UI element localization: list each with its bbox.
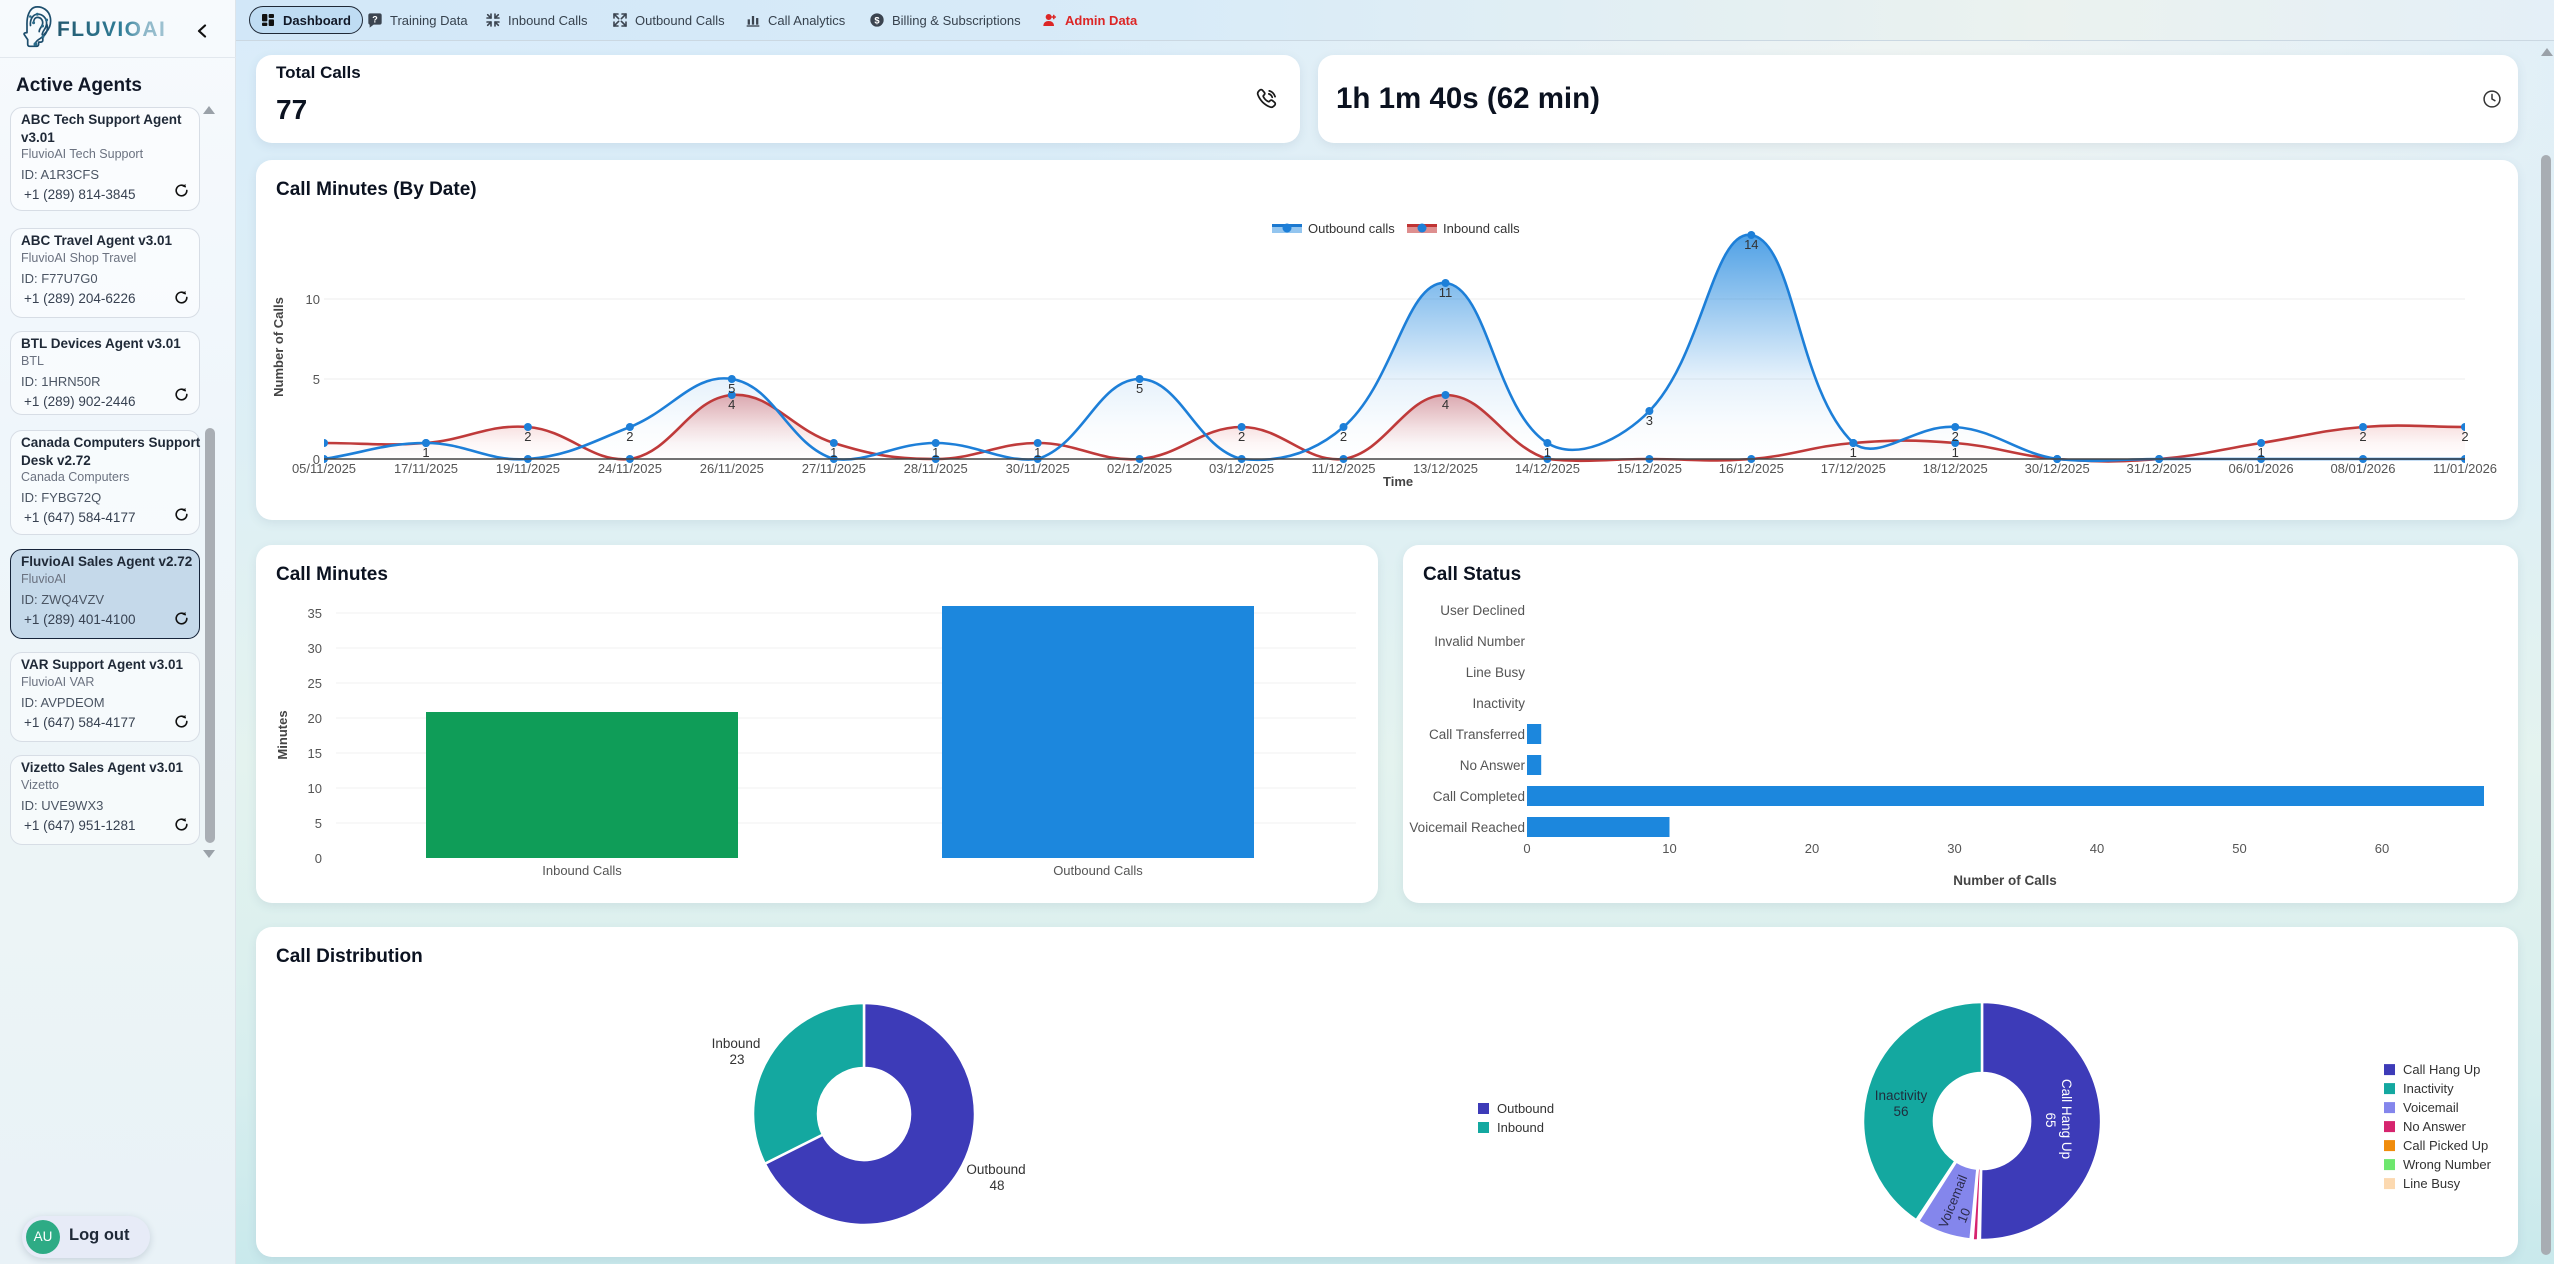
svg-text:15/12/2025: 15/12/2025 (1617, 461, 1682, 476)
svg-text:Call Completed: Call Completed (1433, 789, 1525, 804)
svg-text:25: 25 (308, 676, 322, 691)
svg-text:11: 11 (1439, 285, 1453, 300)
svg-text:10: 10 (1662, 841, 1676, 856)
svg-text:10: 10 (306, 292, 320, 307)
svg-text:60: 60 (2375, 841, 2389, 856)
svg-text:24/11/2025: 24/11/2025 (598, 461, 662, 476)
svg-text:40: 40 (2090, 841, 2104, 856)
svg-text:08/01/2026: 08/01/2026 (2330, 461, 2395, 476)
svg-text:10: 10 (1954, 1206, 1973, 1225)
svg-text:Number of Calls: Number of Calls (1953, 873, 2057, 888)
svg-text:30: 30 (1947, 841, 1961, 856)
svg-text:Number of Calls: Number of Calls (271, 297, 286, 397)
svg-text:4: 4 (1442, 397, 1449, 412)
svg-text:1: 1 (1952, 445, 1959, 460)
svg-text:2: 2 (1340, 429, 1347, 444)
svg-text:Time: Time (1383, 474, 1413, 489)
svg-text:Outbound: Outbound (1497, 1101, 1554, 1116)
svg-text:4: 4 (728, 397, 735, 412)
svg-text:2: 2 (2359, 429, 2366, 444)
svg-text:No Answer: No Answer (1460, 758, 1526, 773)
svg-text:0: 0 (1523, 841, 1530, 856)
svg-text:2: 2 (1952, 429, 1959, 444)
svg-text:5: 5 (728, 381, 735, 396)
svg-text:2: 2 (626, 429, 633, 444)
svg-text:11/01/2026: 11/01/2026 (2433, 461, 2497, 476)
svg-text:5: 5 (313, 372, 320, 387)
svg-text:Outbound Calls: Outbound Calls (1053, 863, 1143, 878)
svg-text:1: 1 (932, 445, 939, 460)
svg-text:17/11/2025: 17/11/2025 (394, 461, 458, 476)
svg-text:19/11/2025: 19/11/2025 (496, 461, 560, 476)
svg-text:2: 2 (2461, 429, 2468, 444)
svg-text:Minutes: Minutes (275, 710, 290, 759)
svg-text:Inactivity: Inactivity (1472, 696, 1525, 711)
svg-text:Inactivity: Inactivity (1875, 1088, 1928, 1103)
svg-text:14: 14 (1744, 237, 1758, 252)
svg-text:50: 50 (2232, 841, 2246, 856)
svg-text:06/01/2026: 06/01/2026 (2229, 461, 2294, 476)
svg-text:Invalid Number: Invalid Number (1434, 634, 1525, 649)
svg-text:5: 5 (315, 816, 322, 831)
svg-text:0: 0 (313, 452, 320, 467)
svg-text:Voicemail Reached: Voicemail Reached (1409, 820, 1525, 835)
svg-text:?: ? (372, 14, 378, 24)
svg-text:2: 2 (524, 429, 531, 444)
svg-text:Call Hang Up: Call Hang Up (2059, 1079, 2074, 1159)
svg-text:Wrong Number: Wrong Number (2403, 1157, 2492, 1172)
svg-text:56: 56 (1893, 1104, 1908, 1119)
svg-text:User Declined: User Declined (1440, 603, 1525, 618)
svg-text:11/12/2025: 11/12/2025 (1311, 461, 1375, 476)
svg-text:20: 20 (308, 711, 322, 726)
svg-text:13/12/2025: 13/12/2025 (1413, 461, 1478, 476)
svg-text:Inbound calls: Inbound calls (1443, 221, 1520, 236)
svg-text:17/12/2025: 17/12/2025 (1821, 461, 1886, 476)
svg-text:20: 20 (1805, 841, 1819, 856)
svg-text:30: 30 (308, 641, 322, 656)
svg-text:1: 1 (1850, 445, 1857, 460)
svg-text:1: 1 (1544, 445, 1551, 460)
svg-text:18/12/2025: 18/12/2025 (1923, 461, 1988, 476)
svg-text:Inbound: Inbound (1497, 1120, 1544, 1135)
svg-text:1: 1 (2257, 445, 2264, 460)
svg-text:30/11/2025: 30/11/2025 (1006, 461, 1070, 476)
svg-text:3: 3 (1646, 413, 1653, 428)
svg-text:05/11/2025: 05/11/2025 (292, 461, 356, 476)
svg-text:28/11/2025: 28/11/2025 (904, 461, 968, 476)
svg-text:0: 0 (315, 851, 322, 866)
svg-text:30/12/2025: 30/12/2025 (2025, 461, 2090, 476)
svg-text:35: 35 (308, 606, 322, 621)
svg-text:48: 48 (989, 1178, 1004, 1193)
svg-text:Inactivity: Inactivity (2403, 1081, 2454, 1096)
svg-text:Voicemail: Voicemail (2403, 1100, 2459, 1115)
svg-text:Outbound calls: Outbound calls (1308, 221, 1395, 236)
svg-text:15: 15 (308, 746, 322, 761)
svg-text:Line Busy: Line Busy (1466, 665, 1526, 680)
svg-text:Line Busy: Line Busy (2403, 1176, 2461, 1191)
svg-text:1: 1 (422, 445, 429, 460)
svg-text:Call Hang Up: Call Hang Up (2403, 1062, 2480, 1077)
svg-text:Call Transferred: Call Transferred (1429, 727, 1525, 742)
svg-text:Inbound Calls: Inbound Calls (542, 863, 622, 878)
svg-text:Call Picked Up: Call Picked Up (2403, 1138, 2488, 1153)
svg-text:$: $ (874, 15, 880, 25)
svg-text:1: 1 (1034, 445, 1041, 460)
svg-text:31/12/2025: 31/12/2025 (2127, 461, 2192, 476)
svg-text:5: 5 (1136, 381, 1143, 396)
svg-text:23: 23 (729, 1052, 744, 1067)
svg-text:Outbound: Outbound (966, 1162, 1025, 1177)
svg-text:03/12/2025: 03/12/2025 (1209, 461, 1274, 476)
svg-text:2: 2 (1238, 429, 1245, 444)
svg-text:No Answer: No Answer (2403, 1119, 2467, 1134)
svg-text:1: 1 (830, 445, 837, 460)
svg-text:65: 65 (2043, 1112, 2058, 1127)
svg-text:02/12/2025: 02/12/2025 (1107, 461, 1172, 476)
svg-text:26/11/2025: 26/11/2025 (700, 461, 764, 476)
svg-text:14/12/2025: 14/12/2025 (1515, 461, 1580, 476)
svg-text:10: 10 (308, 781, 322, 796)
svg-text:27/11/2025: 27/11/2025 (802, 461, 866, 476)
svg-text:Inbound: Inbound (712, 1036, 761, 1051)
svg-text:16/12/2025: 16/12/2025 (1719, 461, 1784, 476)
